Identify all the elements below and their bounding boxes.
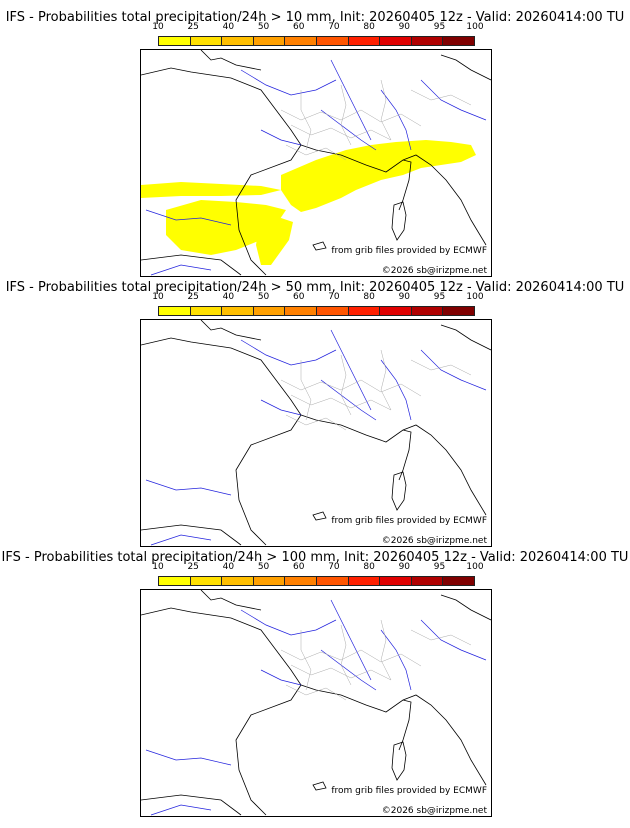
tick-label: 80	[363, 562, 375, 572]
map-panel-100mm: IFS - Probabilities total precipitation/…	[0, 540, 630, 817]
tick-label: 70	[328, 22, 340, 32]
tick-label: 80	[363, 292, 375, 302]
colorbar-segment	[159, 37, 191, 45]
colorbar-segment	[316, 37, 349, 45]
colorbar-ticks: 10 25 40 50 60 70 80 90 95 100	[152, 292, 483, 304]
tick-label: 100	[466, 292, 484, 302]
islands	[312, 471, 407, 521]
colorbar-segment	[348, 307, 381, 315]
colorbar-segment	[316, 307, 349, 315]
rivers	[145, 59, 487, 276]
colorbar-segment	[285, 307, 317, 315]
map-panel-50mm: IFS - Probabilities total precipitation/…	[0, 270, 630, 547]
tick-label: 25	[187, 22, 199, 32]
coastline	[141, 320, 491, 546]
rivers	[145, 599, 487, 816]
tick-label: 50	[257, 562, 270, 572]
tick-label: 40	[222, 22, 235, 32]
tick-label: 90	[398, 22, 411, 32]
colorbar	[158, 36, 475, 46]
panel-title: IFS - Probabilities total precipitation/…	[5, 10, 625, 25]
tick-label: 60	[293, 22, 305, 32]
tick-label: 25	[187, 292, 199, 302]
colorbar-ticks: 10 25 40 50 60 70 80 90 95 100	[152, 562, 483, 574]
colorbar-segment	[159, 307, 191, 315]
colorbar-segment	[285, 577, 317, 585]
copyright-text: ©2026 sb@irizpme.net	[381, 266, 487, 276]
colorbar-segment	[443, 37, 474, 45]
colorbar-segment	[316, 577, 349, 585]
map-canvas	[141, 590, 491, 816]
colorbar-segment	[253, 577, 286, 585]
colorbar-segment	[222, 37, 254, 45]
coastline	[141, 590, 491, 816]
copyright-text: ©2026 sb@irizpme.net	[381, 536, 487, 546]
colorbar-segment	[348, 577, 381, 585]
colorbar-segment	[285, 37, 317, 45]
colorbar	[158, 306, 475, 316]
tick-label: 80	[363, 22, 375, 32]
map-panel-10mm: IFS - Probabilities total precipitation/…	[0, 0, 630, 277]
tick-label: 25	[187, 562, 199, 572]
colorbar-segment	[190, 307, 223, 315]
credit-text: from grib files provided by ECMWF	[331, 786, 487, 796]
tick-label: 70	[328, 292, 340, 302]
precip-area	[141, 140, 476, 265]
colorbar-segment	[411, 307, 444, 315]
tick-label: 50	[257, 22, 270, 32]
colorbar-segment	[443, 577, 474, 585]
tick-label: 10	[152, 22, 164, 32]
credit-text: from grib files provided by ECMWF	[331, 516, 487, 526]
tick-label: 10	[152, 292, 164, 302]
panel-title: IFS - Probabilities total precipitation/…	[5, 280, 625, 295]
tick-label: 95	[433, 562, 446, 572]
colorbar-ticks: 10 25 40 50 60 70 80 90 95 100	[152, 22, 483, 34]
admin-borders	[280, 619, 472, 701]
colorbar-segment	[411, 37, 444, 45]
map-canvas	[141, 50, 491, 276]
colorbar-segment	[222, 307, 254, 315]
tick-label: 40	[222, 562, 235, 572]
admin-borders	[280, 349, 472, 431]
colorbar-segment	[380, 37, 412, 45]
colorbar-segment	[411, 577, 444, 585]
colorbar	[158, 576, 475, 586]
tick-label: 10	[152, 562, 164, 572]
colorbar-segment	[190, 37, 223, 45]
coastline	[141, 50, 491, 276]
admin-borders	[280, 79, 472, 161]
credit-text: from grib files provided by ECMWF	[331, 246, 487, 256]
map-frame: from grib files provided by ECMWF ©2026 …	[140, 589, 492, 817]
panel-title: IFS - Probabilities total precipitation/…	[1, 550, 629, 565]
map-canvas	[141, 320, 491, 546]
tick-label: 95	[433, 22, 446, 32]
colorbar-segment	[380, 307, 412, 315]
colorbar-segment	[253, 37, 286, 45]
colorbar-segment	[380, 577, 412, 585]
colorbar-segment	[222, 577, 254, 585]
tick-label: 70	[328, 562, 340, 572]
colorbar-segment	[253, 307, 286, 315]
colorbar-segment	[443, 307, 474, 315]
colorbar-segment	[159, 577, 191, 585]
map-frame: from grib files provided by ECMWF ©2026 …	[140, 319, 492, 547]
tick-label: 40	[222, 292, 235, 302]
tick-label: 60	[293, 292, 305, 302]
islands	[312, 741, 407, 791]
rivers	[145, 329, 487, 546]
copyright-text: ©2026 sb@irizpme.net	[381, 806, 487, 816]
tick-label: 50	[257, 292, 270, 302]
colorbar-segment	[348, 37, 381, 45]
tick-label: 100	[466, 22, 484, 32]
tick-label: 100	[466, 562, 484, 572]
tick-label: 90	[398, 292, 411, 302]
tick-label: 60	[293, 562, 305, 572]
tick-label: 90	[398, 562, 411, 572]
islands	[312, 201, 407, 251]
map-frame: from grib files provided by ECMWF ©2026 …	[140, 49, 492, 277]
colorbar-segment	[190, 577, 223, 585]
tick-label: 95	[433, 292, 446, 302]
